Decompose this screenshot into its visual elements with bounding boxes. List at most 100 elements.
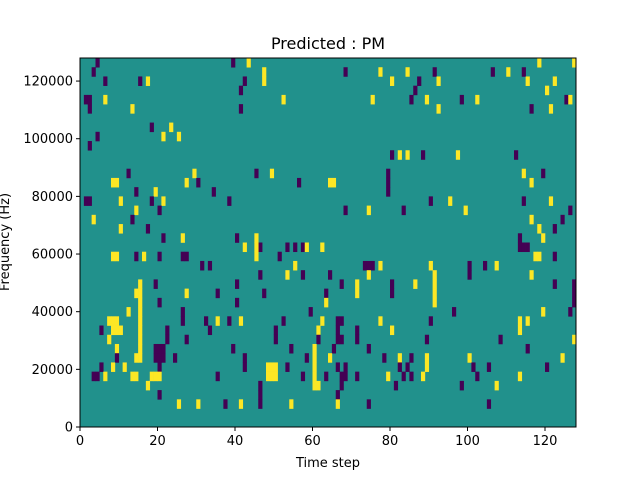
heatmap-cell-low	[153, 279, 158, 289]
heatmap-cell-high	[328, 177, 333, 188]
heatmap-cell-high	[157, 371, 162, 382]
x-axis-label: Time step	[295, 456, 360, 471]
heatmap-cell-low	[196, 177, 201, 188]
heatmap-cell-low	[471, 362, 476, 372]
heatmap-cell-low	[277, 251, 282, 262]
heatmap-cell-low	[541, 168, 546, 179]
heatmap-cell-low	[386, 168, 391, 179]
heatmap-cell-low	[211, 187, 216, 197]
heatmap-cell-high	[126, 307, 131, 317]
chart-title: Predicted : PM	[271, 34, 385, 53]
heatmap-cell-low	[200, 260, 205, 271]
heatmap-cell-low	[432, 67, 437, 77]
heatmap-cell-low	[324, 288, 329, 299]
heatmap-cell-high	[289, 399, 294, 409]
heatmap-cell-low	[91, 67, 96, 77]
heatmap-cell-low	[424, 334, 430, 345]
heatmap-cell-high	[107, 334, 112, 345]
heatmap-cell-low	[157, 297, 162, 308]
heatmap-cell-high	[324, 297, 329, 308]
x-tick-label: 80	[382, 434, 399, 449]
heatmap-cell-low	[165, 325, 170, 336]
y-tick-label: 0	[65, 421, 73, 436]
heatmap-cell-high	[130, 104, 135, 114]
heatmap-cell-low	[173, 353, 178, 363]
heatmap-cell-low	[126, 168, 131, 179]
heatmap-cell-low	[134, 251, 139, 262]
heatmap-cell-high	[335, 399, 340, 409]
heatmap-cell-high	[304, 242, 309, 253]
heatmap-cell-low	[258, 399, 263, 409]
heatmap-cell-high	[254, 242, 259, 253]
heatmap-cell-high	[537, 224, 542, 234]
heatmap-cell-high	[432, 270, 437, 280]
heatmap-cell-high	[378, 67, 383, 77]
heatmap-cell-low	[339, 371, 344, 382]
heatmap-cell-low	[231, 58, 236, 68]
heatmap-cell-low	[258, 242, 263, 253]
y-axis: 0 20000 40000 60000 80000 100000 120000	[23, 75, 80, 436]
heatmap-cells	[83, 58, 577, 409]
heatmap-cell-high	[134, 288, 139, 299]
heatmap-cell-high	[122, 362, 127, 372]
x-tick-label: 120	[533, 434, 558, 449]
heatmap-cell-high	[424, 94, 430, 105]
heatmap-cell-high	[355, 288, 360, 299]
heatmap-cell-low	[215, 371, 220, 382]
heatmap-cell-high	[114, 177, 120, 188]
heatmap-cell-high	[529, 177, 534, 188]
heatmap-cell-low	[138, 76, 143, 86]
heatmap-cell-high	[312, 353, 317, 363]
heatmap-cell-low	[467, 270, 472, 280]
heatmap-cell-high	[246, 58, 251, 68]
heatmap-cell-low	[343, 67, 348, 77]
heatmap-cell-low	[161, 353, 166, 363]
heatmap-cell-low	[521, 196, 526, 206]
heatmap-cell-high	[506, 67, 511, 77]
heatmap-cell-low	[300, 371, 306, 382]
heatmap-cell-low	[405, 362, 410, 372]
heatmap-cell-high	[118, 325, 123, 336]
heatmap-cell-low	[517, 233, 523, 243]
heatmap-cell-low	[262, 288, 267, 299]
heatmap-cell-high	[176, 131, 182, 142]
heatmap-cell-high	[196, 399, 201, 409]
heatmap-cell-low	[180, 307, 185, 317]
heatmap-cell-low	[409, 353, 414, 363]
heatmap-cell-high	[176, 399, 182, 409]
heatmap-cell-low	[153, 343, 158, 354]
heatmap-cell-high	[494, 380, 499, 391]
heatmap-cell-low	[339, 380, 344, 391]
heatmap-cell-high	[145, 76, 151, 86]
heatmap-cell-high	[390, 76, 395, 86]
heatmap-cell-high	[114, 343, 120, 354]
heatmap-cell-high	[118, 196, 123, 206]
heatmap-cell-low	[386, 177, 391, 188]
heatmap-cell-low	[235, 297, 240, 308]
heatmap-cell-low	[568, 307, 573, 317]
heatmap-cell-high	[525, 316, 530, 326]
heatmap-cell-high	[378, 260, 383, 271]
heatmap-cell-low	[401, 371, 406, 382]
heatmap-cell-low	[161, 343, 166, 354]
heatmap-cell-low	[409, 371, 414, 382]
heatmap-cell-low	[428, 196, 433, 206]
heatmap-cell-high	[269, 362, 275, 372]
heatmap-cell-low	[114, 353, 120, 363]
heatmap-cell-high	[180, 233, 185, 243]
heatmap-cell-low	[83, 196, 89, 206]
heatmap-cell-low	[157, 362, 162, 372]
x-axis: 0 20 40 60 80 100 120	[76, 427, 558, 449]
heatmap-cell-low	[413, 85, 418, 96]
heatmap-cell-low	[552, 251, 557, 262]
heatmap-cell-low	[235, 279, 240, 289]
heatmap-cell-low	[393, 380, 399, 391]
heatmap-cell-high	[386, 371, 391, 382]
heatmap-cell-high	[138, 343, 143, 354]
heatmap-cell-low	[95, 371, 100, 382]
heatmap-cell-low	[370, 260, 375, 271]
heatmap-cell-high	[312, 371, 317, 382]
heatmap-cell-low	[130, 214, 135, 225]
heatmap-cell-low	[258, 390, 263, 400]
heatmap-cell-high	[118, 224, 123, 234]
